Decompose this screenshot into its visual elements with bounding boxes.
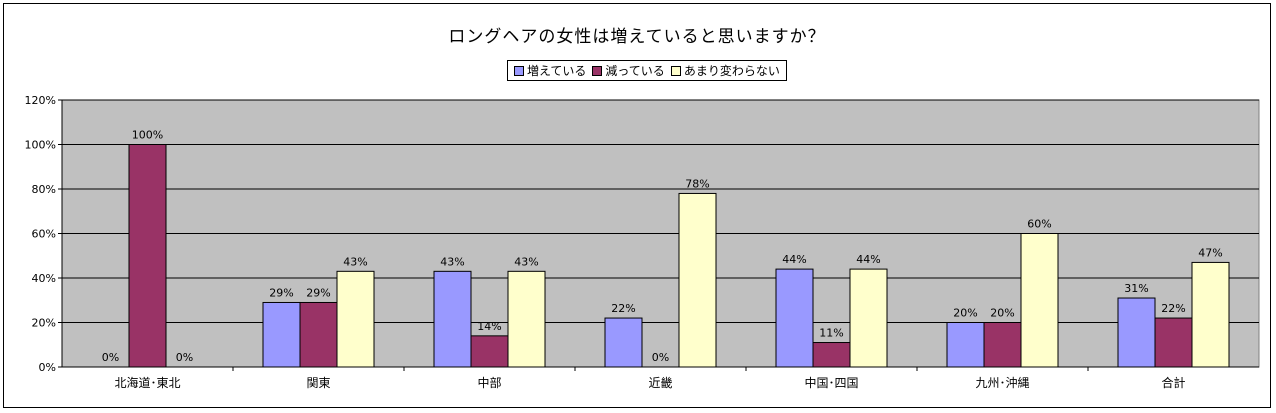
data-label: 20% [990,307,1014,320]
data-label: 0% [176,351,193,364]
bar [433,270,472,368]
data-label: 20% [953,307,977,320]
bar [470,335,509,368]
data-label: 22% [611,302,635,315]
x-tick-label: 関東 [306,376,330,390]
bar [849,268,888,368]
bar [507,270,546,368]
bar [128,144,167,368]
bar [983,322,1022,368]
data-label: 29% [306,286,330,299]
bar [1020,233,1059,368]
data-label: 44% [782,253,806,266]
bar [262,301,301,368]
legend-label-unchanged: あまり変わらない [683,64,780,78]
data-label: 43% [440,255,464,268]
x-tick-label: 九州･沖縄 [975,375,1029,390]
data-label: 22% [1161,302,1185,315]
data-label: 43% [343,255,367,268]
data-label: 29% [269,286,293,299]
legend-swatch-increasing [514,65,524,76]
bar [775,268,814,368]
data-label: 44% [856,253,880,266]
data-label: 11% [819,327,843,340]
bar [812,342,851,368]
bar [299,301,338,368]
y-tick-label: 40% [32,272,56,285]
y-tick-label: 100% [25,139,56,152]
x-tick-label: 合計 [1161,375,1185,390]
x-tick-label: 近畿 [648,376,672,390]
y-tick-label: 0% [39,361,56,374]
y-tick-label: 60% [32,228,56,241]
data-label: 47% [1198,246,1222,259]
x-tick-label: 中部 [477,375,501,390]
data-label: 100% [132,129,163,142]
data-label: 0% [102,351,119,364]
legend-item-increasing: 増えている [514,62,586,79]
bar [678,192,717,368]
legend-swatch-decreasing [592,65,603,76]
bar [604,317,643,368]
data-label: 43% [514,255,538,268]
bar [1191,261,1230,368]
y-tick-label: 120% [25,94,56,107]
chart-title: ロングヘアの女性は増えていると思いますか？ [448,27,826,47]
legend-swatch-unchanged [670,65,681,76]
bar [946,322,985,368]
legend-label-increasing: 増えている [527,64,587,78]
bar [1154,317,1193,368]
data-label: 0% [652,351,669,364]
data-label: 78% [685,177,709,190]
data-label: 60% [1027,218,1051,231]
x-tick-label: 北海道･東北 [114,375,180,390]
data-label: 14% [477,320,501,333]
legend-item-unchanged: あまり変わらない [670,62,780,79]
legend-label-decreasing: 減っている [605,64,665,78]
bar [336,270,375,368]
y-tick-label: 80% [32,183,56,196]
x-tick-label: 中国･四国 [804,375,858,390]
y-tick-label: 20% [32,317,56,330]
legend-item-decreasing: 減っている [592,62,665,79]
bar [1117,297,1156,368]
chart-legend: 増えている 減っている あまり変わらない [507,60,787,81]
data-label: 31% [1124,282,1148,295]
